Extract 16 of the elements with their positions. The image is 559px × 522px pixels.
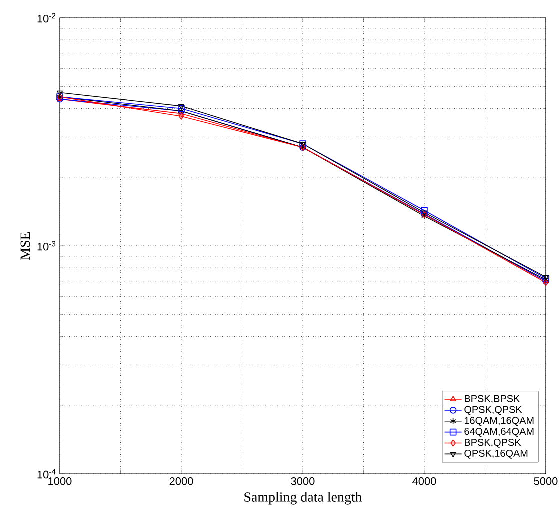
legend-label: BPSK,BPSK [465, 395, 520, 404]
x-tick-label: 2000 [170, 478, 194, 486]
y-tick-label: 10$^{-3}$ [38, 241, 56, 251]
legend-label: BPSK,QPSK [465, 439, 522, 448]
legend-label: 16QAM,16QAM [464, 417, 534, 426]
x-axis-title: Sampling data length [244, 492, 362, 505]
x-tick-label: 4000 [412, 478, 436, 486]
x-tick-label: 5000 [534, 478, 558, 486]
legend-label: QPSK,QPSK [464, 406, 522, 416]
x-tick-label: 3000 [291, 478, 315, 486]
y-tick-label: 10$^{-4}$ [38, 469, 56, 479]
legend-label: 64QAM,64QAM [464, 428, 534, 437]
legend-label: QPSK,16QAM [464, 450, 528, 459]
x-tick-label: 1000 [48, 478, 72, 486]
y-tick-label: 10$^{-2}$ [38, 13, 56, 23]
y-axis-title: MSE [20, 232, 30, 260]
